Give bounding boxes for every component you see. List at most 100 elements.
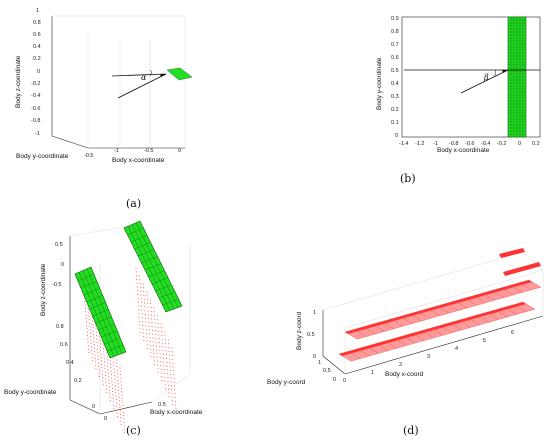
x-tick: 1 [371,370,374,376]
wake-dot [104,371,106,373]
wake-dot [148,321,150,323]
wake-dot [159,353,161,355]
x-tick: 4 [455,346,458,352]
wake-dot [98,365,100,367]
wake-dot [102,377,104,379]
wing-grid-line [130,235,148,243]
y-tick: 0 [395,133,398,139]
x-tick: -1 [114,148,119,154]
wake-dot [167,373,169,375]
plot-a: 1 0.8 0.6 0.4 0.2 0 -0.2 -0.4 -0.6 -0.8 … [15,8,193,164]
wake-dot [157,372,159,374]
alpha-symbol: α [141,73,147,82]
wake-dot [116,409,118,411]
wake-dot [99,336,101,338]
wake-dot [92,334,94,336]
wake-dot [135,271,137,273]
z-tick: 0 [61,262,64,268]
wake-dot [150,314,152,316]
wake-dot [118,400,120,402]
y-tick: 0.1 [391,120,399,126]
wake-dot [88,348,89,350]
wake-dot [94,354,96,356]
wake-dot [152,345,154,347]
y-tick: 0.4 [391,81,399,87]
wake-dot [140,290,142,292]
wake-dot [104,368,106,370]
wake-dot [101,363,103,365]
wake-dot [172,355,173,357]
wake-dot [95,328,97,330]
wake-dot [167,377,169,379]
wing-grid-line [141,256,158,264]
wing-grid-line [104,337,121,345]
wake-dot [150,348,152,350]
wake-dot [157,326,159,328]
wake-dot [110,370,112,372]
wake-dot [136,282,138,284]
wake-dot [103,351,105,353]
wake-dot [175,404,177,406]
wake-dot [120,377,122,379]
wake-dot [114,382,116,384]
wake-dot [86,331,88,333]
wake-dot [153,360,155,362]
wake-dot [105,378,107,380]
wing-grid-line [134,242,151,250]
wake-dot [140,298,142,300]
y-tick: 0 [92,404,95,410]
wake-dot [89,322,91,324]
wake-dot [137,297,139,299]
wake-dot [143,340,145,342]
wake-dot [87,341,89,343]
panel-d: 1 0.5 0 Body z-coord 1 0.5 0 Body y-coor… [267,224,550,448]
wake-dot [138,309,140,311]
wake-dot [91,356,93,358]
wake-dot [120,381,122,383]
wake-dot [123,415,124,417]
wake-dot [95,364,97,366]
wake-dot [143,302,145,304]
wing-grid-line [80,281,97,289]
wake-dot [161,334,163,336]
wake-dot [102,384,104,386]
wake-dot [151,318,153,320]
wing-grid-line [101,330,118,338]
wake-dot [159,345,161,347]
wing-surface-left [74,266,127,359]
wake-dot [148,329,150,331]
wake-dot [173,370,174,372]
wake-dot [146,340,148,342]
z-tick: 1 [36,8,39,14]
wake-dot [168,347,170,349]
wake-dot [86,324,88,326]
x-tick: -0.6 [465,141,474,147]
y-axis-label: Body y-coordinate [4,389,57,396]
wake-dot [145,325,147,327]
caption-a: (a) [126,197,142,210]
wake-dot [88,315,90,317]
wake-dot [122,404,124,406]
wake-dot [174,393,176,395]
wake-dot [97,348,99,350]
wake-dot [164,331,166,333]
wake-dot [167,339,169,341]
wake-dot [147,310,149,312]
wake-dot [117,383,119,385]
wake-dot [99,346,101,348]
wake-dot [173,377,175,379]
wake-dot [94,351,96,353]
wake-dot [99,339,101,341]
wake-dot [154,326,156,328]
wake-dot [112,391,114,393]
wake-dot [175,408,177,410]
wake-dot [170,373,172,375]
wake-dot [172,358,174,360]
wake-dot [161,376,163,378]
x-tick: 6 [511,330,514,336]
wake-dot [165,350,167,352]
wake-dot [150,352,152,354]
wake-dot [141,317,143,319]
wake-dot [107,369,109,371]
wake-dot [137,301,139,303]
